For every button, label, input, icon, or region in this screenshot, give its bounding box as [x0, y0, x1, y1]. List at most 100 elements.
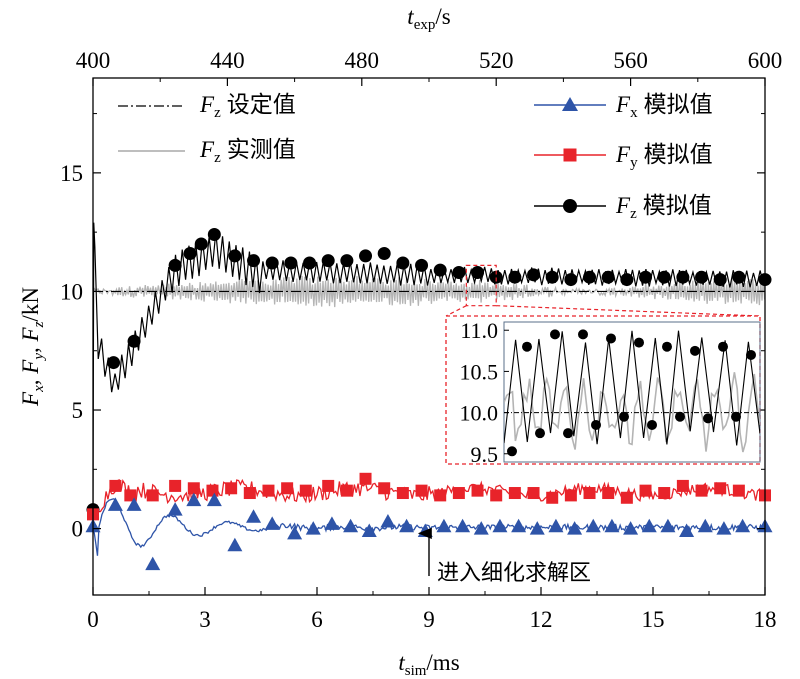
y-tick-label: 5 — [72, 398, 84, 423]
fx-sim-point — [186, 492, 202, 507]
inset-fz-sim-point — [647, 419, 657, 430]
zoom-connector — [496, 305, 761, 317]
fz-sim-point — [527, 268, 541, 282]
inset-fz-sim-point — [634, 337, 644, 348]
fy-sim-point — [639, 484, 652, 497]
zoom-connector — [445, 305, 467, 317]
fx-sim-point — [206, 492, 222, 507]
y-tick-label: 15 — [60, 161, 83, 186]
fy-sim-point — [262, 484, 275, 497]
inset-fz-sim-point — [703, 413, 713, 424]
fx-sim-point — [324, 516, 340, 530]
fy-sim-point — [471, 484, 484, 497]
legend-label-left-1: Fz 实测值 — [199, 137, 296, 166]
fy-sim-point — [169, 479, 182, 492]
fx-sim-point — [473, 521, 489, 535]
fx-sim-point — [145, 556, 161, 571]
fy-sim-point — [243, 487, 256, 500]
annotation-text: 进入细化求解区 — [437, 561, 591, 586]
fz-sim-point — [676, 270, 690, 284]
fy-sim-point — [583, 487, 596, 500]
fz-sim-point — [452, 265, 466, 279]
fz-sim-point — [583, 270, 597, 284]
fy-sim-point — [714, 482, 727, 495]
fz-sim-point — [732, 270, 746, 284]
fz-sim-point — [396, 256, 410, 270]
fz-sim-point — [471, 265, 485, 279]
fx-sim-point — [380, 513, 396, 528]
legend-marker-square — [563, 148, 577, 162]
fx-sim-point — [567, 521, 583, 535]
fx-sim-point — [227, 537, 243, 552]
y-tick-label: 0 — [72, 517, 84, 542]
inset-fz-sim-point — [535, 428, 545, 439]
fy-sim-point — [490, 489, 503, 502]
inset-y-tick-label: 10.0 — [460, 401, 499, 426]
inset-fz-sim-point — [619, 411, 629, 422]
y-tick-label: 10 — [60, 279, 83, 304]
inset-fz-sim-point — [578, 329, 588, 340]
legend-label-right-0: Fx 模拟值 — [615, 92, 713, 121]
fx-sim-point — [246, 509, 262, 523]
fz-sim-point — [207, 228, 221, 242]
fz-sim-point — [321, 254, 335, 268]
fy-sim-point — [732, 484, 745, 497]
x-bottom-tick-label: 15 — [642, 607, 665, 632]
fx-sim-point — [641, 518, 657, 533]
fy-sim-point — [124, 489, 137, 502]
legend-marker-circle — [563, 199, 577, 213]
fx-sim-point — [623, 521, 639, 535]
inset-fz-measured-line — [504, 372, 760, 453]
fz-sim-point — [127, 334, 141, 348]
x-top-tick-label: 520 — [479, 48, 514, 73]
fz-sim-point — [695, 270, 709, 284]
fy-sim-point — [359, 472, 372, 485]
fy-sim-point — [434, 489, 447, 502]
fz-sim-point — [228, 249, 242, 263]
fy-sim-point — [527, 487, 540, 500]
fz-sim-point — [489, 270, 503, 284]
fz-sim-point — [183, 246, 197, 260]
inset-plot-border — [503, 321, 761, 463]
fz-sim-point — [564, 273, 578, 287]
series-fz-measured-line — [93, 275, 765, 308]
fx-sim-point — [679, 523, 695, 537]
fz-sim-point — [639, 270, 653, 284]
fx-sim-point — [343, 518, 359, 533]
fx-sim-point — [604, 518, 620, 533]
x-bottom-tick-label: 0 — [87, 607, 99, 632]
fy-sim-point — [676, 479, 689, 492]
fy-sim-point — [109, 479, 122, 492]
fx-sim-point — [399, 518, 415, 533]
fx-sim-point — [492, 518, 508, 533]
fx-sim-point — [511, 518, 527, 533]
fx-sim-point — [126, 497, 142, 511]
inset-fz-sim-point — [550, 329, 560, 340]
fz-sim-point — [601, 270, 615, 284]
x-top-tick-label: 480 — [345, 48, 380, 73]
x-top-tick-label: 400 — [76, 48, 111, 73]
x-top-axis-title: texp/s — [407, 4, 450, 33]
inset-fz-sim-point — [731, 411, 741, 422]
fx-sim-point — [660, 518, 676, 533]
fx-sim-point — [455, 518, 471, 533]
fz-sim-point — [508, 270, 522, 284]
fy-sim-point — [695, 484, 708, 497]
inset-fz-sim-point — [507, 446, 517, 457]
fy-sim-point — [658, 487, 671, 500]
inset-fz-sim-point — [675, 411, 685, 422]
fx-sim-point — [167, 502, 183, 516]
inset-fz-sim-point — [718, 341, 728, 352]
fz-sim-point — [545, 270, 559, 284]
inset-fz-sim-point — [606, 333, 616, 344]
fy-sim-point — [452, 487, 465, 500]
fz-sim-point — [107, 356, 121, 370]
inset-fz-sim-point — [563, 428, 573, 439]
inset-fz-sim-point — [690, 345, 700, 356]
fy-sim-point — [146, 489, 159, 502]
fx-sim-point — [361, 523, 377, 537]
fy-sim-point — [602, 487, 615, 500]
fy-sim-point — [415, 484, 428, 497]
legend-marker-triangle — [562, 97, 578, 111]
